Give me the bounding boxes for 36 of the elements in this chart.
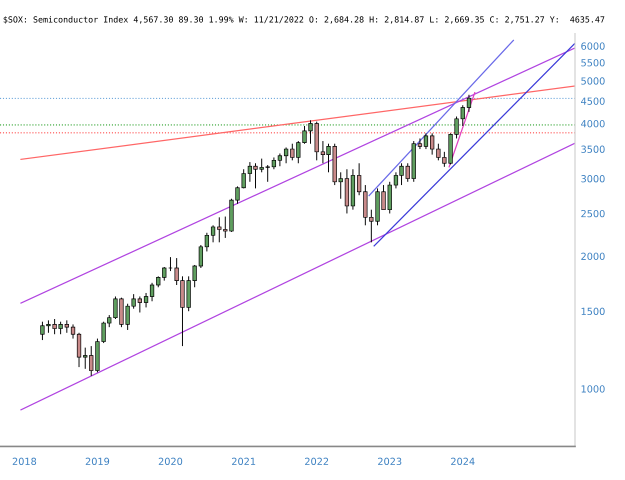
candlestick bbox=[460, 104, 465, 126]
candlestick bbox=[40, 321, 45, 341]
candlestick bbox=[210, 224, 216, 243]
y-tick-label: 6000 bbox=[581, 42, 605, 50]
candlestick bbox=[76, 332, 82, 368]
x-tick-label: 2020 bbox=[158, 458, 182, 466]
x-tick-label: 2018 bbox=[12, 458, 36, 466]
candlestick bbox=[144, 292, 148, 308]
candlestick bbox=[235, 186, 240, 204]
y-tick-label: 4500 bbox=[581, 97, 605, 105]
x-tick-label: 2024 bbox=[451, 458, 475, 466]
candlestick bbox=[284, 146, 288, 164]
candlestick bbox=[70, 324, 76, 340]
candlestick bbox=[308, 120, 313, 144]
candlestick bbox=[424, 132, 428, 150]
y-tick-label: 2500 bbox=[581, 210, 605, 218]
x-tick-label: 2021 bbox=[232, 458, 256, 466]
y-tick-label: 4000 bbox=[581, 120, 605, 128]
x-tick-label: 2022 bbox=[305, 458, 328, 466]
candlestick bbox=[454, 116, 459, 139]
x-tick-label: 2019 bbox=[86, 458, 110, 466]
y-tick-label: 5000 bbox=[581, 77, 605, 85]
candlestick bbox=[466, 94, 472, 112]
x-tick-label: 2023 bbox=[378, 458, 402, 466]
candlestick bbox=[150, 282, 154, 302]
y-tick-label: 3000 bbox=[581, 175, 605, 182]
y-tick-label: 3500 bbox=[581, 146, 605, 153]
y-tick-label: 1000 bbox=[582, 385, 605, 393]
candlestick bbox=[381, 184, 386, 210]
y-tick-label: 5500 bbox=[581, 59, 605, 66]
y-tick-label: 2000 bbox=[581, 252, 605, 260]
y-tick-label: 1500 bbox=[582, 308, 605, 316]
candlestick bbox=[302, 125, 307, 144]
candlestick bbox=[46, 320, 51, 334]
chart-title: $SOX: Semiconductor Index 4,567.30 89.30 1.99% W: 11/21/2022 O: 2,684.28 H: 2,814.87 L: 2,669.35 C: 2,751.27 Y: 4635.47 bbox=[4, 16, 604, 24]
candlestick bbox=[113, 296, 118, 320]
